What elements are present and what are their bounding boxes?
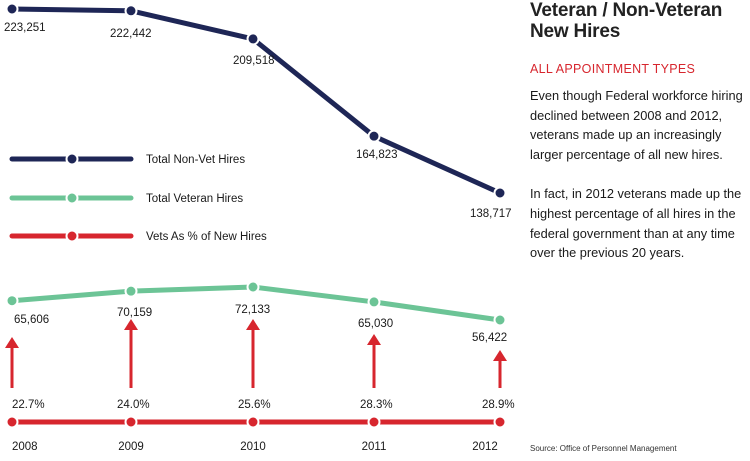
legend-swatch-dot <box>65 229 79 243</box>
x-axis-year-label: 2010 <box>240 441 266 453</box>
non-vet-data-label: 222,442 <box>110 28 152 40</box>
veteran-data-label: 72,133 <box>235 304 270 316</box>
non-vet-data-label: 209,518 <box>233 55 275 67</box>
vets-pct-data-label: 22.7% <box>12 399 45 411</box>
vets-pct-arrow-head <box>367 334 381 345</box>
vets-pct-arrow-head <box>5 337 19 348</box>
veteran-data-label: 65,606 <box>14 314 49 326</box>
x-axis-year-label: 2012 <box>472 441 498 453</box>
vets-pct-data-label: 28.3% <box>360 399 393 411</box>
vets-pct-data-label: 28.9% <box>482 399 515 411</box>
vets-pct-point <box>124 415 138 429</box>
description-paragraph-2: In fact, in 2012 veterans made up the hi… <box>530 186 742 261</box>
chart-title: Veteran / Non-Veteran New Hires <box>530 0 723 42</box>
non-vet-point <box>367 129 381 143</box>
side-panel: Veteran / Non-Veteran New Hires ALL APPO… <box>530 0 745 263</box>
non-vet-data-label: 164,823 <box>356 149 398 161</box>
non-vet-point <box>5 2 19 16</box>
vets-pct-arrow-head <box>493 350 507 361</box>
non-vet-point <box>246 32 260 46</box>
legend-swatch-dot <box>65 191 79 205</box>
vets-pct-data-label: 25.6% <box>238 399 271 411</box>
veteran-data-label: 70,159 <box>117 307 152 319</box>
non-vet-point <box>124 4 138 18</box>
legend-label: Total Non-Vet Hires <box>146 154 245 166</box>
veteran-point <box>124 284 138 298</box>
legend-swatch-dot <box>65 152 79 166</box>
vets-pct-point <box>367 415 381 429</box>
x-axis-year-label: 2009 <box>118 441 144 453</box>
vets-pct-data-label: 24.0% <box>117 399 150 411</box>
veteran-point <box>493 313 507 327</box>
vets-pct-arrow-head <box>246 319 260 330</box>
x-axis-year-label: 2011 <box>362 441 387 453</box>
non-vet-data-label: 138,717 <box>470 208 512 220</box>
veteran-data-label: 65,030 <box>358 318 393 330</box>
x-axis-year-label: 2008 <box>12 441 38 453</box>
veteran-point <box>5 294 19 308</box>
vets-pct-point <box>246 415 260 429</box>
legend-label: Vets As % of New Hires <box>146 231 267 243</box>
vets-pct-arrow-head <box>124 319 138 330</box>
veteran-data-label: 56,422 <box>472 332 507 344</box>
legend-label: Total Veteran Hires <box>146 193 243 205</box>
veteran-point <box>246 280 260 294</box>
vets-pct-point <box>493 415 507 429</box>
veteran-point <box>367 295 381 309</box>
vets-pct-point <box>5 415 19 429</box>
chart: 223,251 222,442 209,518 164,823 138,717 65,60… <box>4 2 515 453</box>
chart-subtitle: ALL APPOINTMENT TYPES <box>530 62 696 76</box>
non-vet-point <box>493 186 507 200</box>
source-note: Source: Office of Personnel Management <box>530 444 677 453</box>
non-vet-data-label: 223,251 <box>4 22 46 34</box>
description-paragraph-1: Even though Federal workforce hiring dec… <box>530 88 743 162</box>
